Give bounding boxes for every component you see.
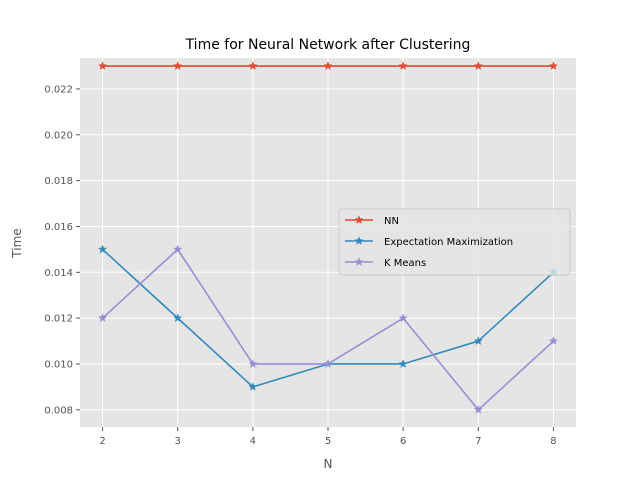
series-marker-2 <box>548 336 559 346</box>
y-axis-label: Time <box>10 228 24 258</box>
series-marker-2 <box>323 359 333 368</box>
legend-marker-1 <box>354 236 364 245</box>
series-marker-2 <box>97 313 108 323</box>
series-marker-0 <box>173 61 183 70</box>
series-layer <box>97 61 559 414</box>
legend: NN Expectation Maximization K Means <box>338 208 571 276</box>
series-marker-2 <box>173 244 183 254</box>
grid-lines <box>80 58 576 427</box>
series-marker-2 <box>473 404 483 414</box>
series-marker-1 <box>398 359 408 368</box>
legend-marker-0 <box>354 215 364 224</box>
series-marker-0 <box>548 61 559 70</box>
chart-title: Time for Neural Network after Clustering <box>185 37 471 53</box>
y-tick-label: 0.012 <box>44 314 73 325</box>
y-tick-label: 0.016 <box>44 222 73 233</box>
y-tick-label: 0.010 <box>44 359 73 370</box>
legend-box <box>338 208 571 276</box>
series-marker-1 <box>97 244 108 254</box>
legend-label-2: K Means <box>384 258 426 269</box>
series-marker-1 <box>173 313 183 323</box>
legend-marker-2 <box>354 257 364 266</box>
x-tick-label: 3 <box>175 436 181 447</box>
y-tick-label: 0.014 <box>44 268 73 279</box>
x-tick-label: 5 <box>325 436 331 447</box>
series-marker-1 <box>248 381 258 391</box>
x-axis-label: N <box>324 457 333 471</box>
series-marker-0 <box>323 61 333 70</box>
x-tick-label: 8 <box>550 436 556 447</box>
legend-label-0: NN <box>384 216 399 227</box>
y-tick-label: 0.018 <box>44 176 73 187</box>
x-tick-label: 7 <box>475 436 481 447</box>
tick-labels: 0.008 0.010 0.012 0.014 0.016 0.018 0.020 0.022… <box>44 84 556 447</box>
series-marker-0 <box>97 61 108 70</box>
y-tick-label: 0.020 <box>44 130 73 141</box>
x-tick-label: 6 <box>400 436 406 447</box>
series-marker-1 <box>473 336 483 346</box>
series-marker-2 <box>398 313 408 323</box>
legend-label-1: Expectation Maximization <box>384 237 513 248</box>
series-marker-0 <box>473 61 483 70</box>
series-marker-2 <box>248 359 258 368</box>
y-tick-label: 0.008 <box>44 405 73 416</box>
series-marker-0 <box>248 61 258 70</box>
series-marker-0 <box>398 61 408 70</box>
x-tick-label: 2 <box>99 436 105 447</box>
x-tick-label: 4 <box>250 436 256 447</box>
y-tick-label: 0.022 <box>44 84 73 95</box>
